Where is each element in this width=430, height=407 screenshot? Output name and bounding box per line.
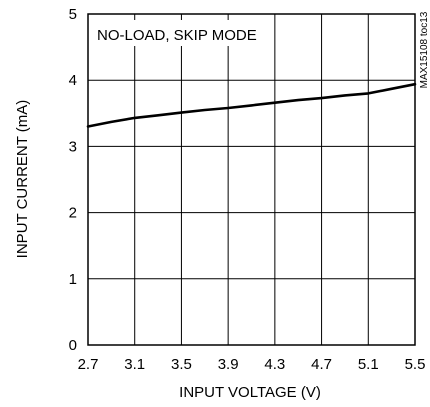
y-axis-label: INPUT CURRENT (mA) [14, 100, 31, 259]
figure-id: MAX15108 toc13 [419, 11, 430, 88]
x-tick-labels: 2.7 3.1 3.5 3.9 4.3 4.7 5.1 5.5 [78, 356, 426, 373]
x-tick-label: 3.9 [218, 356, 239, 373]
x-tick-label: 4.3 [264, 356, 285, 373]
x-tick-label: 3.5 [171, 356, 192, 373]
y-tick-label: 2 [69, 205, 77, 222]
x-tick-label: 4.7 [311, 356, 332, 373]
y-tick-labels: 0 1 2 3 4 5 [69, 6, 77, 354]
x-tick-label: 5.1 [358, 356, 379, 373]
annotation-background [92, 20, 256, 46]
y-tick-label: 3 [69, 138, 77, 155]
y-tick-label: 1 [69, 271, 77, 288]
x-tick-label: 5.5 [405, 356, 426, 373]
x-axis-label: INPUT VOLTAGE (V) [179, 384, 321, 401]
grid [87, 13, 416, 346]
x-tick-label: 3.1 [124, 356, 145, 373]
y-tick-label: 5 [69, 6, 77, 23]
plot-frame [87, 13, 416, 346]
series-line [86, 82, 417, 128]
annotation: NO-LOAD, SKIP MODE [97, 27, 257, 44]
y-tick-label: 4 [69, 72, 77, 89]
x-tick-label: 2.7 [78, 356, 99, 373]
y-tick-label: 0 [69, 337, 77, 354]
